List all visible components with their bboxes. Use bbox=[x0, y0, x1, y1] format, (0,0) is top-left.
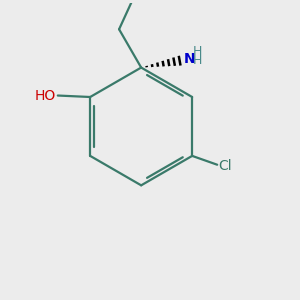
Text: H: H bbox=[193, 54, 202, 67]
Text: H: H bbox=[193, 45, 202, 58]
Text: HO: HO bbox=[35, 88, 56, 103]
Text: N: N bbox=[184, 52, 196, 66]
Text: Cl: Cl bbox=[219, 159, 232, 173]
